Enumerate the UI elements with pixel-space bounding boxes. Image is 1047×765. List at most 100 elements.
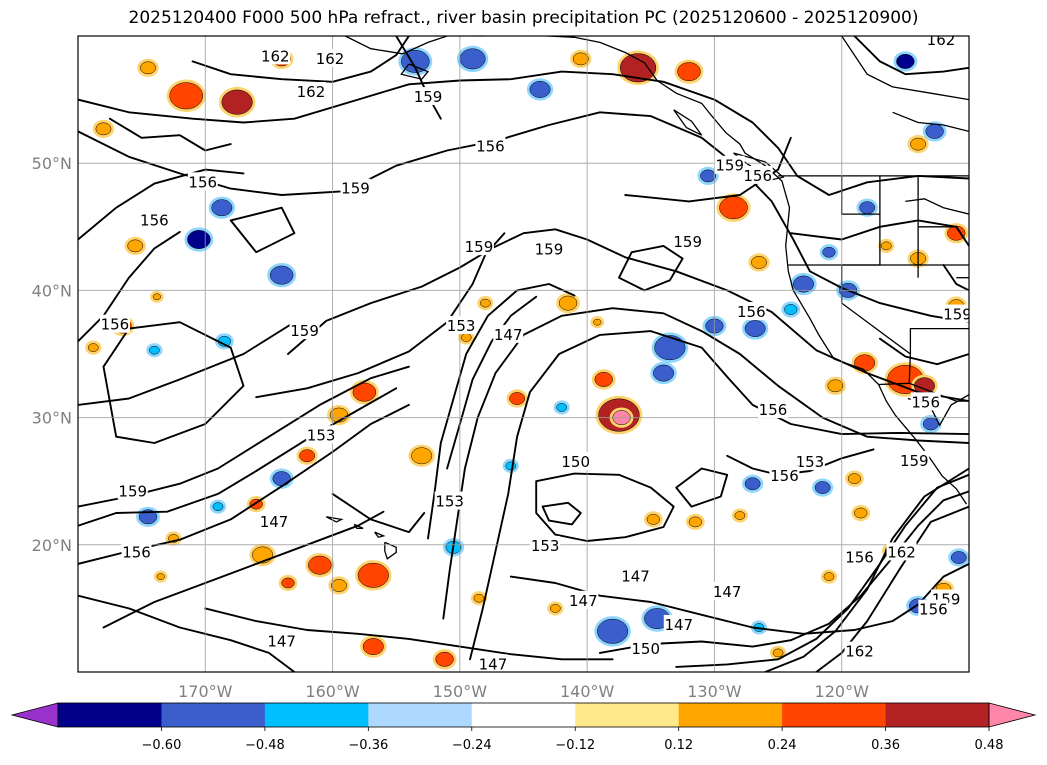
- height-contour: [427, 283, 576, 540]
- precip-cell: [594, 372, 613, 387]
- precip-cell: [744, 320, 766, 337]
- precip-cell: [149, 345, 160, 355]
- contour-label: 162: [261, 47, 290, 65]
- contour-label-backdrop: [99, 314, 130, 333]
- contour-label-backdrop: [925, 36, 956, 48]
- height-contour: [255, 232, 506, 399]
- contour-label: 162: [845, 643, 874, 661]
- contour-label: 162: [316, 50, 345, 68]
- contour-label: 159: [290, 322, 319, 340]
- height-contour: [469, 330, 969, 661]
- precip-cell: [505, 461, 517, 471]
- precip-cell: [127, 239, 144, 253]
- precip-cell: [95, 122, 112, 136]
- contour-label-backdrop: [620, 566, 651, 585]
- colorbar-label: 0.12: [664, 738, 693, 753]
- precip-cell: [677, 62, 701, 82]
- precip-cell: [269, 265, 294, 285]
- precip-cell: [854, 507, 868, 519]
- contour-label: 162: [927, 31, 956, 49]
- map-title: 2025120400 F000 500 hPa refract., river …: [128, 8, 919, 28]
- map-background: [78, 36, 969, 672]
- contour-label: 159: [943, 306, 972, 324]
- precip-cell: [719, 196, 748, 220]
- coastline: [892, 111, 969, 133]
- height-contour: [535, 472, 675, 542]
- precip-cell: [473, 593, 485, 603]
- precip-cell: [556, 403, 568, 412]
- contour-label-backdrop: [121, 542, 152, 561]
- precip-cell: [362, 638, 384, 655]
- contour-label-backdrop: [463, 237, 494, 256]
- contour-label-backdrop: [899, 450, 930, 469]
- contour-label-backdrop: [794, 452, 825, 471]
- height-contour: [675, 467, 729, 508]
- longitude-label: 150°W: [433, 682, 488, 701]
- precip-cell: [509, 392, 526, 405]
- height-contour: [442, 307, 969, 620]
- contour-label-backdrop: [712, 581, 743, 600]
- coastline: [841, 36, 969, 101]
- height-contour: [78, 230, 181, 343]
- precip-cell: [331, 579, 347, 592]
- contour-label: 159: [341, 180, 370, 198]
- colorbar-segment: [58, 703, 162, 727]
- height-contour: [598, 490, 969, 654]
- contour-label-backdrop: [918, 599, 949, 618]
- coastline: [345, 36, 448, 55]
- contour-label: 147: [713, 583, 742, 601]
- colorbar-segment: [678, 703, 783, 727]
- precip-cell: [187, 230, 211, 249]
- height-contour: [789, 219, 969, 247]
- height-contour: [815, 505, 969, 672]
- latitude-label: 20°N: [32, 536, 72, 555]
- contour-label: 156: [770, 467, 799, 485]
- contour-label: 156: [188, 173, 217, 191]
- precip-cell: [859, 201, 876, 215]
- precip-cell: [299, 449, 316, 463]
- contour-label: 156: [140, 211, 169, 229]
- longitude-label: 160°W: [305, 682, 360, 701]
- contour-label-backdrop: [757, 399, 788, 418]
- contour-label: 153: [307, 426, 336, 444]
- coastline: [384, 541, 397, 560]
- contour-label-backdrop: [260, 46, 291, 65]
- contour-label: 156: [743, 167, 772, 185]
- colorbar-extend-high: [988, 702, 1037, 728]
- precip-cell: [352, 382, 377, 402]
- contour-label: 159: [900, 452, 929, 470]
- precip-cell: [646, 514, 660, 525]
- coastline: [673, 109, 703, 136]
- precip-cell: [822, 246, 836, 258]
- precip-cell: [880, 241, 892, 251]
- height-contour: [108, 117, 232, 152]
- contour-label: 147: [479, 655, 508, 673]
- contour-label-backdrop: [187, 172, 218, 191]
- contour-label-backdrop: [942, 304, 969, 323]
- precip-cell: [558, 295, 578, 311]
- contour-label: 156: [122, 543, 151, 561]
- precip-cell: [156, 573, 165, 580]
- contour-label-backdrop: [289, 321, 320, 340]
- contour-label-backdrop: [769, 466, 800, 485]
- contour-label-backdrop: [477, 654, 508, 672]
- precip-cell: [308, 555, 332, 575]
- precip-cell: [140, 61, 156, 75]
- precip-cell: [593, 318, 602, 326]
- height-contour: [78, 387, 398, 527]
- coastline: [878, 382, 969, 402]
- precip-cell: [212, 502, 224, 511]
- precip-cell: [688, 516, 702, 528]
- contour-label-backdrop: [910, 392, 941, 411]
- coastline: [478, 36, 968, 505]
- colorbar-segment: [471, 703, 576, 727]
- precip-cell: [847, 473, 862, 484]
- height-contour: [78, 111, 969, 324]
- height-contour: [675, 473, 969, 668]
- map-frame: [77, 35, 970, 673]
- precip-cell: [896, 54, 915, 69]
- colorbar-outline: [57, 702, 990, 728]
